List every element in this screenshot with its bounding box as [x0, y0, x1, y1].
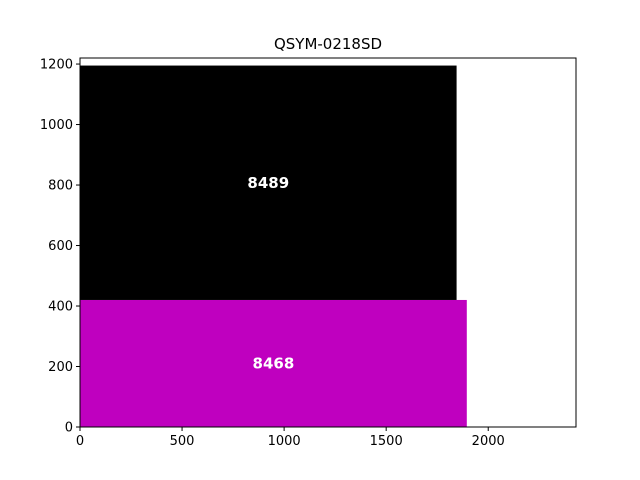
- x-tick-label: 2000: [472, 434, 505, 449]
- treemap-rects: [80, 65, 467, 427]
- treemap-rect-8468: [80, 299, 467, 427]
- y-tick-label: 0: [65, 421, 73, 436]
- treemap-labels: 8468 8489: [247, 174, 294, 373]
- treemap-rect-label: 8489: [247, 174, 289, 192]
- treemap-rect-8489: [80, 65, 457, 300]
- x-tick-label: 0: [76, 434, 84, 449]
- chart-title: QSYM-0218SD: [274, 35, 382, 53]
- axes-frame: [79, 57, 577, 428]
- x-tick-label: 500: [170, 434, 195, 449]
- y-tick-label: 800: [48, 179, 73, 194]
- x-tick-label: 1000: [268, 434, 301, 449]
- x-axis: 0 500 1000 1500 2000: [76, 427, 505, 449]
- treemap-rect-label: 8468: [253, 354, 295, 372]
- y-tick-label: 400: [48, 300, 73, 315]
- x-tick-label: 1500: [370, 434, 403, 449]
- y-tick-label: 1000: [40, 118, 73, 133]
- y-tick-label: 600: [48, 239, 73, 254]
- y-tick-label: 1200: [40, 58, 73, 73]
- y-tick-label: 200: [48, 360, 73, 375]
- y-axis: 0 200 400 600 800 1000 1200: [40, 58, 80, 436]
